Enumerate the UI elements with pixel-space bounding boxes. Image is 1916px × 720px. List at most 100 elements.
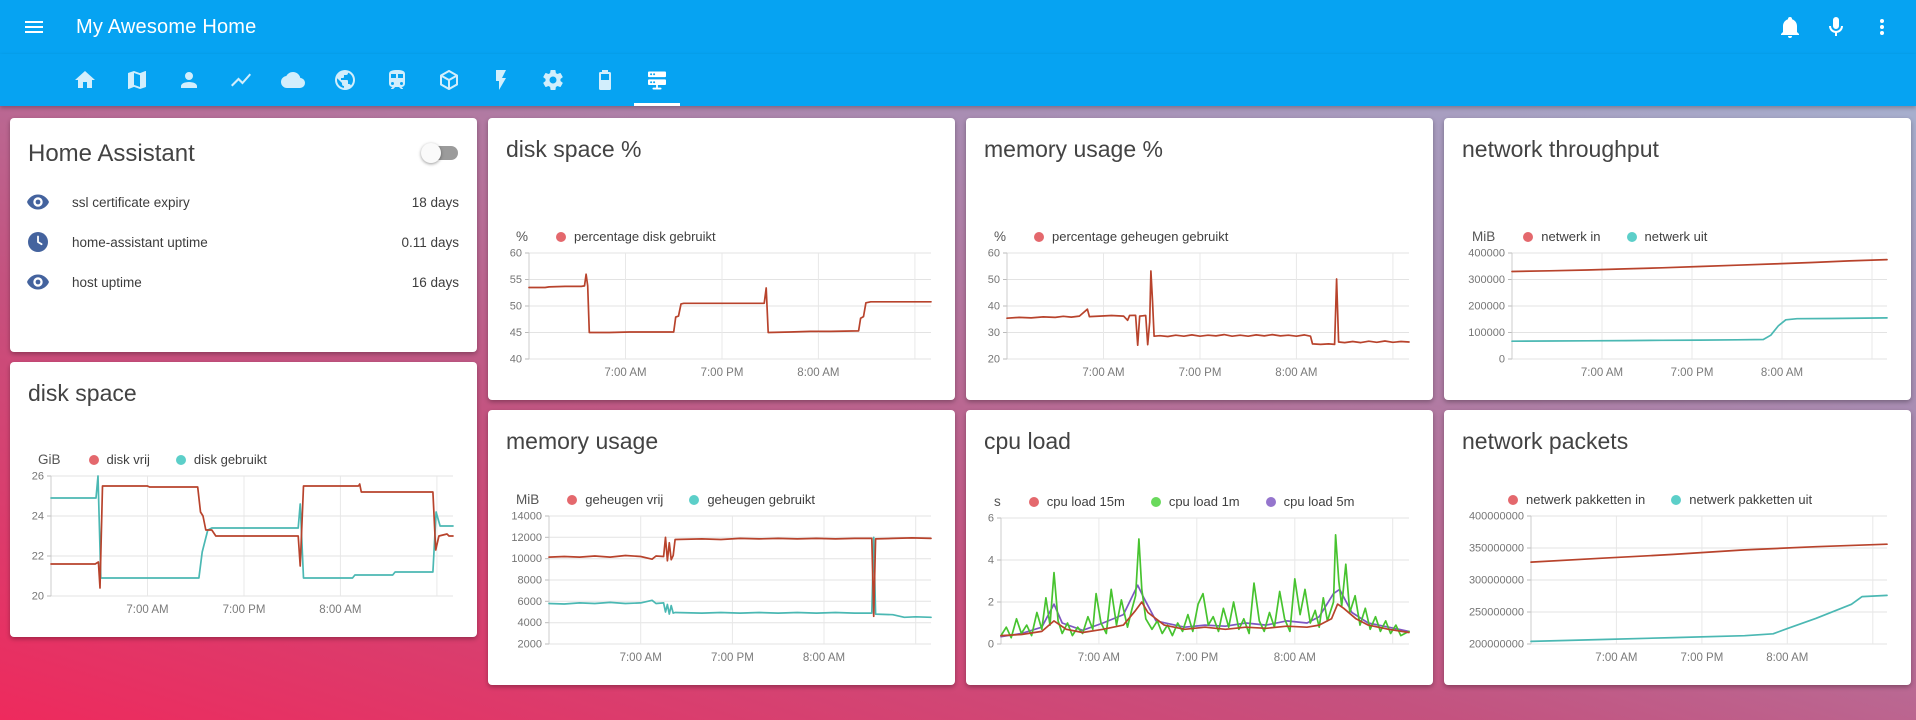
tab-home[interactable] [64,54,106,106]
legend-item: disk vrij [88,452,150,467]
chart-icon [229,68,253,92]
svg-text:10000: 10000 [511,553,542,565]
svg-text:350000000: 350000000 [1469,543,1524,555]
svg-text:8:00 AM: 8:00 AM [1275,367,1317,379]
svg-text:7:00 AM: 7:00 AM [1581,367,1623,379]
svg-text:45: 45 [510,327,522,339]
chart: GiB disk vrij disk gebruikt 26 24 22 20 7:00 AM… [26,452,461,625]
home-icon [73,68,97,92]
legend-dot-icon [1265,496,1276,507]
entity-label: ssl certificate expiry [72,194,190,210]
flash-icon [489,68,513,92]
tab-energy[interactable] [480,54,522,106]
voice-assist-button[interactable] [1816,7,1856,47]
header-actions [1770,7,1902,47]
entity-label: host uptime [72,274,142,290]
card-network-packets: network packets netwerk pakketten in netw… [1444,410,1911,685]
legend-label: percentage disk gebruikt [574,229,716,244]
svg-text:50: 50 [988,274,1000,286]
card-home-assistant: Home Assistant ssl certificate expiry 18 … [10,118,477,352]
chart: MiB geheugen vrij geheugen gebruikt 14000 12… [504,492,939,673]
map-icon [125,68,149,92]
svg-text:6000: 6000 [518,596,542,608]
legend-dot-icon [1034,231,1045,242]
entity-row-host-uptime[interactable]: host uptime 16 days [26,262,461,302]
chart-legend: percentage disk gebruikt [556,229,716,244]
legend-item: geheugen gebruikt [689,492,815,507]
tab-history[interactable] [220,54,262,106]
ha-card-header: Home Assistant [26,138,461,168]
card-title: cpu load [984,428,1071,454]
axis-unit-label: % [994,229,1007,244]
svg-text:6: 6 [988,513,994,525]
package-icon [437,68,461,92]
tab-packages[interactable] [428,54,470,106]
chart-legend: disk vrij disk gebruikt [88,452,267,467]
entity-row-home-assistant-uptime[interactable]: home-assistant uptime 0.11 days [26,222,461,262]
chart-legend-row: GiB disk vrij disk gebruikt [26,452,461,467]
chart-canvas: 26 24 22 20 7:00 AM 7:00 PM 8:00 AM [32,471,454,616]
tab-map[interactable] [116,54,158,106]
svg-text:0: 0 [1499,354,1505,366]
legend-label: netwerk pakketten uit [1689,492,1813,507]
tab-weather[interactable] [272,54,314,106]
svg-text:12000: 12000 [511,532,542,544]
server-icon [645,68,669,92]
entity-row-ssl-certificate-expiry[interactable]: ssl certificate expiry 18 days [26,182,461,222]
entity-rows: ssl certificate expiry 18 days home-assist… [26,182,461,302]
notifications-button[interactable] [1770,7,1810,47]
globe-icon [333,68,357,92]
card-title: memory usage % [984,136,1163,162]
view-tabbar [0,54,1916,106]
chart-legend: cpu load 15m cpu load 1m cpu load 5m [1028,494,1354,509]
app-header: My Awesome Home [0,0,1916,54]
legend-dot-icon [1626,231,1637,242]
tab-devices[interactable] [584,54,626,106]
svg-text:60: 60 [510,248,522,260]
column-1: Home Assistant ssl certificate expiry 18 … [10,118,477,685]
tab-presence[interactable] [168,54,210,106]
tab-transport[interactable] [376,54,418,106]
svg-text:7:00 PM: 7:00 PM [1175,652,1218,664]
ha-group-toggle[interactable] [421,143,459,163]
overflow-menu-button[interactable] [1862,7,1902,47]
eye-icon [26,270,50,294]
legend-item: netwerk pakketten in [1508,492,1645,507]
dots-icon [1870,15,1894,39]
chart: s cpu load 15m cpu load 1m cpu load 5m 6 4 2 0 7… [982,494,1417,673]
legend-label: netwerk pakketten in [1526,492,1646,507]
axis-unit-label: s [994,494,1001,509]
tab-system-monitor[interactable] [634,54,680,106]
svg-text:400000: 400000 [1468,248,1505,260]
svg-text:50: 50 [510,301,522,313]
chart-legend: netwerk pakketten in netwerk pakketten ui… [1508,492,1812,507]
svg-text:250000000: 250000000 [1469,607,1524,619]
tab-internet[interactable] [324,54,366,106]
svg-text:20: 20 [988,354,1000,366]
chart-legend: geheugen vrij geheugen gebruikt [567,492,815,507]
chart: % percentage disk gebruikt 60 55 50 45 40 7:00 … [504,229,939,388]
chart-canvas: 400000000 350000000 300000000 250000000 2000… [1469,511,1888,664]
legend-label: geheugen vrij [585,492,664,507]
card-network-throughput: network throughput MiB netwerk in netwerk … [1444,118,1911,400]
axis-unit-label: GiB [38,452,61,467]
svg-text:300000000: 300000000 [1469,575,1524,587]
svg-text:22: 22 [32,551,44,563]
tab-settings[interactable] [532,54,574,106]
svg-text:7:00 PM: 7:00 PM [1179,367,1222,379]
legend-dot-icon [88,454,99,465]
svg-text:14000: 14000 [511,511,542,523]
menu-button[interactable] [14,7,54,47]
axis-unit-label: MiB [516,492,540,507]
legend-label: percentage geheugen gebruikt [1052,229,1229,244]
svg-text:300000: 300000 [1468,274,1505,286]
clock-icon [26,230,50,254]
legend-label: netwerk in [1541,229,1601,244]
column-3: memory usage % % percentage geheugen gebr… [966,118,1433,685]
chart-legend-row: MiB netwerk in netwerk uit [1460,229,1895,244]
legend-dot-icon [1028,496,1039,507]
svg-text:0: 0 [988,639,994,651]
svg-text:4000: 4000 [518,617,542,629]
svg-text:7:00 AM: 7:00 AM [620,652,662,664]
svg-text:8:00 AM: 8:00 AM [1761,367,1803,379]
